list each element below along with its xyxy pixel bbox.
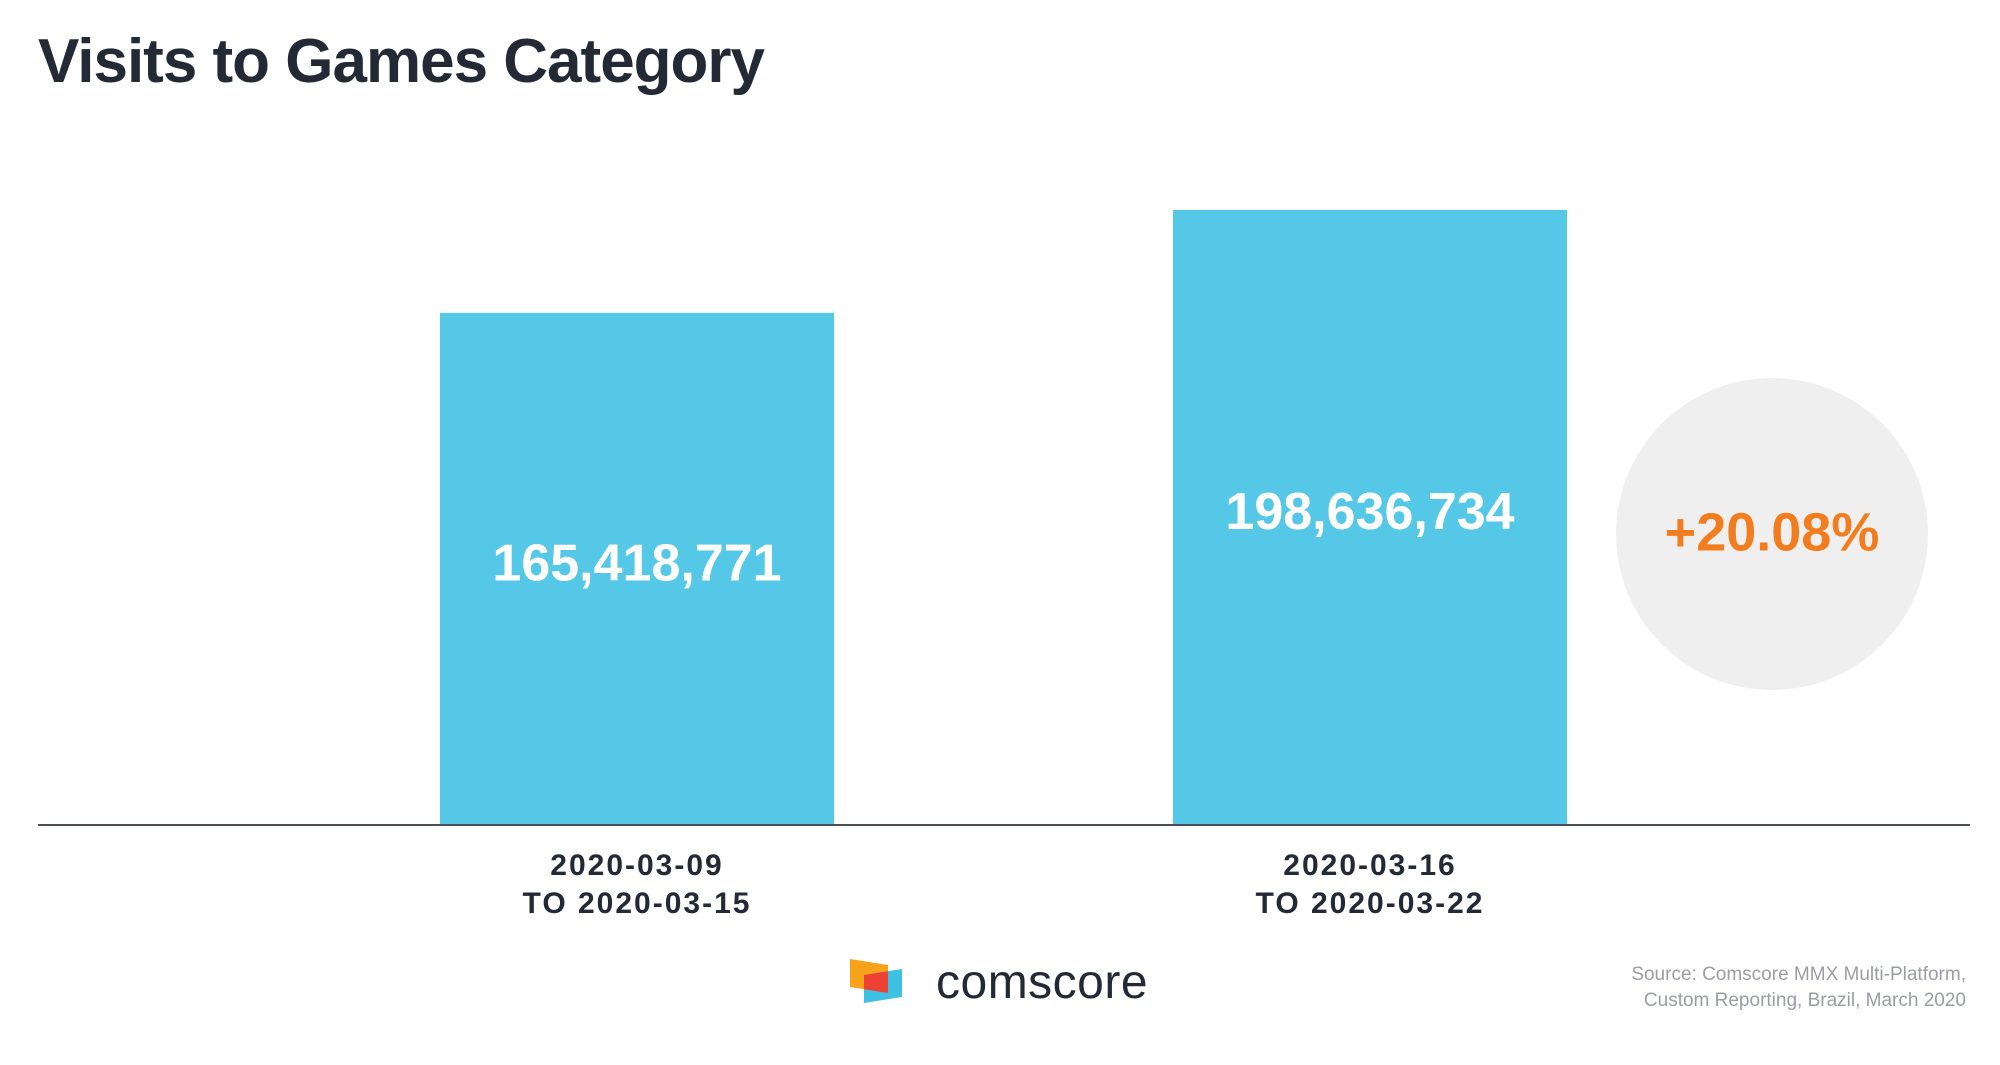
brand-name: comscore: [936, 956, 1149, 1009]
bar: [1173, 210, 1567, 825]
source-note: Source: Comscore MMX Multi-Platform, Cus…: [1631, 962, 1966, 1014]
bar-value-label: 165,418,771: [492, 535, 781, 593]
brand-logo: comscore: [850, 955, 1148, 1010]
x-tick-label: TO 2020-03-15: [523, 887, 752, 920]
bar-chart: 165,418,771 2020-03-09 TO 2020-03-15 198,63…: [38, 210, 1970, 920]
x-tick-label: TO 2020-03-22: [1256, 887, 1485, 920]
source-line-1: Source: Comscore MMX Multi-Platform,: [1631, 964, 1966, 985]
change-circle: [1616, 378, 1928, 690]
comscore-logo-icon: [850, 958, 902, 1003]
bar: [440, 312, 834, 825]
change-percent-label: +20.08%: [1665, 502, 1880, 562]
x-tick-label: 2020-03-16: [1283, 849, 1456, 882]
x-tick-label: 2020-03-09: [550, 849, 723, 882]
bar-value-label: 198,636,734: [1225, 483, 1514, 541]
chart-title: Visits to Games Category: [38, 27, 765, 96]
source-line-2: Custom Reporting, Brazil, March 2020: [1643, 990, 1966, 1011]
